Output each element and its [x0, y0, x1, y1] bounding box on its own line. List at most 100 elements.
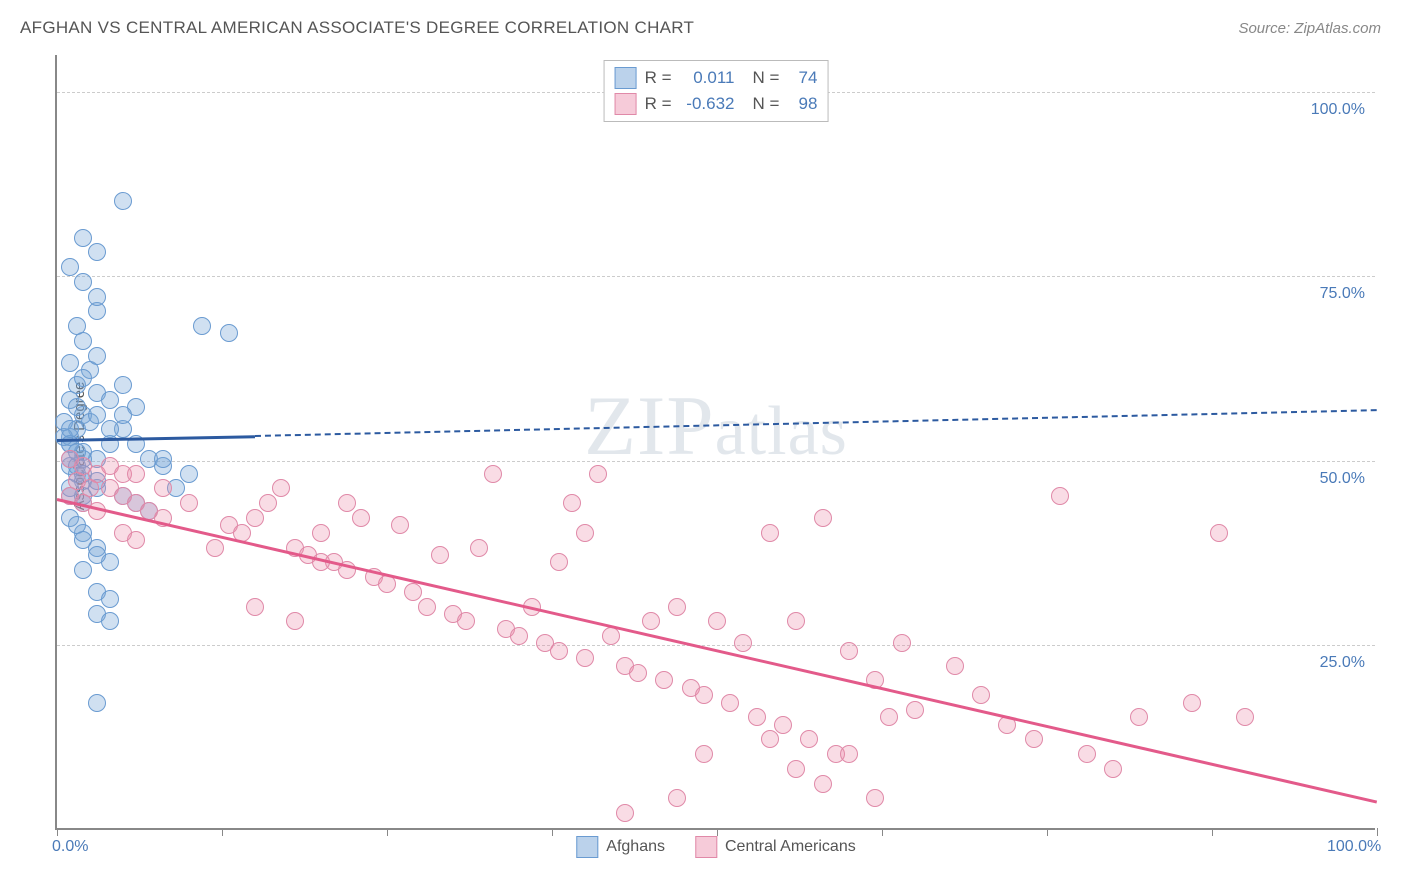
- x-tick: [57, 828, 58, 836]
- scatter-point: [259, 494, 277, 512]
- scatter-point: [510, 627, 528, 645]
- gridline: [57, 461, 1375, 462]
- scatter-point: [74, 531, 92, 549]
- scatter-point: [655, 671, 673, 689]
- scatter-point: [840, 745, 858, 763]
- scatter-point: [787, 760, 805, 778]
- n-value-central-americans: 98: [787, 94, 817, 114]
- trend-line: [57, 435, 255, 442]
- scatter-point: [61, 420, 79, 438]
- gridline: [57, 645, 1375, 646]
- scatter-point: [88, 694, 106, 712]
- scatter-point: [550, 642, 568, 660]
- x-tick-label: 0.0%: [52, 838, 88, 856]
- r-label: R =: [645, 94, 672, 114]
- scatter-point: [668, 789, 686, 807]
- scatter-point: [68, 398, 86, 416]
- scatter-point: [1051, 487, 1069, 505]
- scatter-point: [127, 531, 145, 549]
- scatter-point: [286, 612, 304, 630]
- scatter-point: [972, 686, 990, 704]
- x-tick: [882, 828, 883, 836]
- scatter-point: [193, 317, 211, 335]
- scatter-point: [88, 347, 106, 365]
- scatter-point: [734, 634, 752, 652]
- r-label: R =: [645, 68, 672, 88]
- scatter-point: [154, 450, 172, 468]
- scatter-point: [101, 420, 119, 438]
- scatter-point: [576, 524, 594, 542]
- scatter-point: [589, 465, 607, 483]
- scatter-point: [1210, 524, 1228, 542]
- scatter-point: [470, 539, 488, 557]
- y-tick-label: 25.0%: [1320, 654, 1365, 672]
- n-label: N =: [753, 68, 780, 88]
- scatter-point: [88, 406, 106, 424]
- scatter-point: [246, 598, 264, 616]
- x-tick: [222, 828, 223, 836]
- scatter-point: [74, 561, 92, 579]
- legend-row-afghans: R = 0.011 N = 74: [615, 65, 818, 91]
- scatter-point: [338, 494, 356, 512]
- r-value-central-americans: -0.632: [680, 94, 735, 114]
- scatter-point: [206, 539, 224, 557]
- legend-swatch-icon: [695, 836, 717, 858]
- scatter-point: [1130, 708, 1148, 726]
- scatter-point: [127, 465, 145, 483]
- scatter-point: [866, 789, 884, 807]
- scatter-point: [484, 465, 502, 483]
- scatter-point: [695, 745, 713, 763]
- legend-swatch-afghans: [615, 67, 637, 89]
- scatter-point: [576, 649, 594, 667]
- scatter-point: [1183, 694, 1201, 712]
- scatter-point: [1078, 745, 1096, 763]
- scatter-point: [101, 590, 119, 608]
- scatter-point: [761, 730, 779, 748]
- source-attribution: Source: ZipAtlas.com: [1238, 20, 1381, 37]
- scatter-point: [246, 509, 264, 527]
- scatter-point: [550, 553, 568, 571]
- x-tick: [1047, 828, 1048, 836]
- scatter-point: [418, 598, 436, 616]
- scatter-point: [748, 708, 766, 726]
- scatter-point: [642, 612, 660, 630]
- y-tick-label: 100.0%: [1311, 101, 1365, 119]
- scatter-point: [404, 583, 422, 601]
- scatter-point: [1104, 760, 1122, 778]
- scatter-point: [391, 516, 409, 534]
- legend-label: Central Americans: [725, 838, 856, 856]
- chart-container: AFGHAN VS CENTRAL AMERICAN ASSOCIATE'S D…: [0, 0, 1406, 892]
- scatter-point: [1236, 708, 1254, 726]
- scatter-point: [774, 716, 792, 734]
- legend-swatch-icon: [576, 836, 598, 858]
- scatter-point: [312, 524, 330, 542]
- legend-item-afghans: Afghans: [576, 836, 665, 858]
- scatter-point: [880, 708, 898, 726]
- scatter-point: [616, 804, 634, 822]
- scatter-point: [220, 324, 238, 342]
- scatter-point: [114, 406, 132, 424]
- scatter-point: [101, 612, 119, 630]
- scatter-point: [721, 694, 739, 712]
- scatter-point: [180, 494, 198, 512]
- scatter-point: [352, 509, 370, 527]
- legend-swatch-central-americans: [615, 93, 637, 115]
- scatter-point: [88, 243, 106, 261]
- trend-line: [57, 498, 1378, 804]
- n-label: N =: [753, 94, 780, 114]
- scatter-point: [88, 546, 106, 564]
- scatter-point: [272, 479, 290, 497]
- r-value-afghans: 0.011: [680, 68, 735, 88]
- scatter-point: [893, 634, 911, 652]
- scatter-point: [629, 664, 647, 682]
- x-tick: [552, 828, 553, 836]
- y-tick-label: 50.0%: [1320, 470, 1365, 488]
- gridline: [57, 276, 1375, 277]
- x-tick: [717, 828, 718, 836]
- scatter-point: [61, 258, 79, 276]
- scatter-point: [906, 701, 924, 719]
- scatter-point: [708, 612, 726, 630]
- scatter-point: [840, 642, 858, 660]
- scatter-point: [68, 317, 86, 335]
- trend-line-dashed: [255, 409, 1377, 437]
